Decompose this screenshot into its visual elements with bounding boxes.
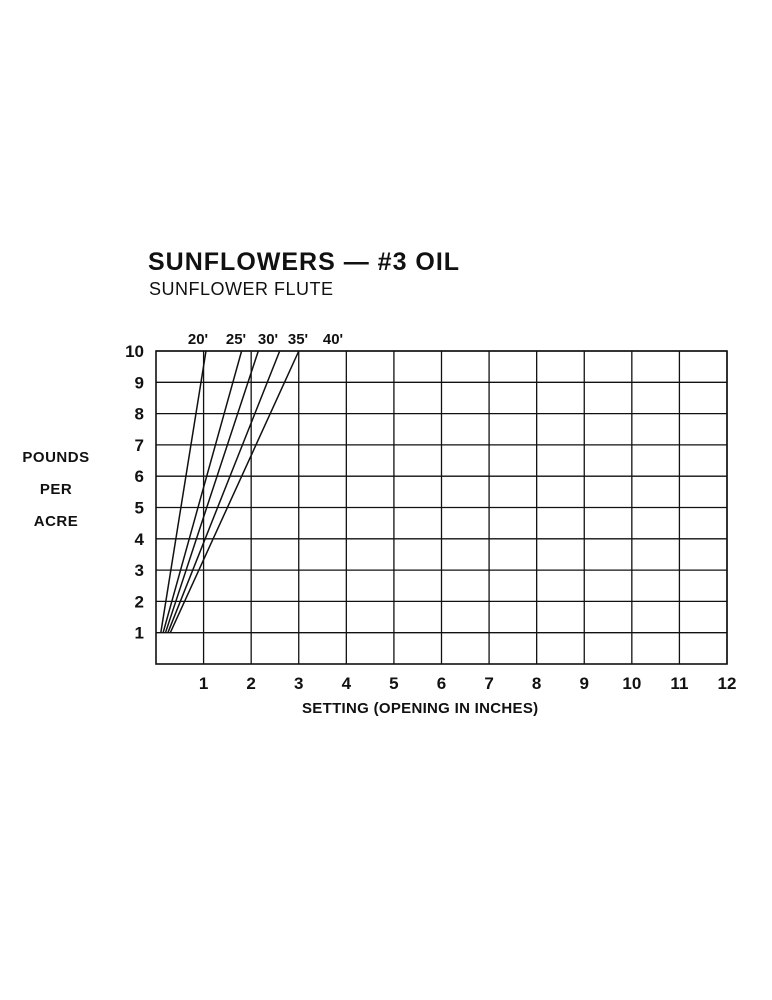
y-axis-label-line-2: PER xyxy=(39,481,73,498)
series-label: 35' xyxy=(288,331,308,348)
y-tick-label: 8 xyxy=(135,405,144,424)
x-tick-label: 8 xyxy=(532,674,541,693)
y-axis-label: POUNDS PER ACRE xyxy=(10,442,102,538)
grid xyxy=(155,350,728,665)
series-labels: 20' 25' 30' 35' 40' xyxy=(188,331,343,348)
y-axis-label-line-3: ACRE xyxy=(33,513,79,530)
x-tick-label: 4 xyxy=(342,674,352,693)
x-tick-label: 9 xyxy=(580,674,589,693)
y-tick-label: 3 xyxy=(135,561,144,580)
series-line xyxy=(160,350,207,633)
x-tick-label: 6 xyxy=(437,674,446,693)
x-axis-label: SETTING (OPENING IN INCHES) xyxy=(302,700,539,717)
y-tick-label: 4 xyxy=(135,530,145,549)
series-lines xyxy=(160,350,300,634)
series-line xyxy=(167,350,281,633)
y-axis-label-line-1: POUNDS xyxy=(22,449,90,466)
x-tick-label: 5 xyxy=(389,674,398,693)
chart-title: SUNFLOWERS — #3 OIL xyxy=(148,248,461,276)
y-tick-label: 6 xyxy=(135,467,144,486)
series-label: 25' xyxy=(226,331,246,348)
series-label: 20' xyxy=(188,331,208,348)
y-tick-label: 1 xyxy=(135,624,144,643)
x-tick-label: 1 xyxy=(199,674,208,693)
y-tick-label: 2 xyxy=(135,592,144,611)
chart-subtitle: SUNFLOWER FLUTE xyxy=(149,279,334,299)
series-label: 30' xyxy=(258,331,278,348)
x-tick-label: 3 xyxy=(294,674,303,693)
y-tick-label: 9 xyxy=(135,373,144,392)
x-tick-label: 2 xyxy=(246,674,255,693)
x-tick-label: 12 xyxy=(718,674,737,693)
series-label: 40' xyxy=(323,331,343,348)
x-tick-label: 10 xyxy=(622,674,641,693)
x-tick-label: 7 xyxy=(484,674,493,693)
y-tick-label: 5 xyxy=(135,499,144,518)
x-tick-label: 11 xyxy=(670,674,688,693)
series-line xyxy=(164,350,260,633)
y-tick-label: 7 xyxy=(135,436,144,455)
series-line xyxy=(169,350,300,634)
y-tick-label: 10 xyxy=(125,342,144,361)
series-line xyxy=(162,350,243,633)
